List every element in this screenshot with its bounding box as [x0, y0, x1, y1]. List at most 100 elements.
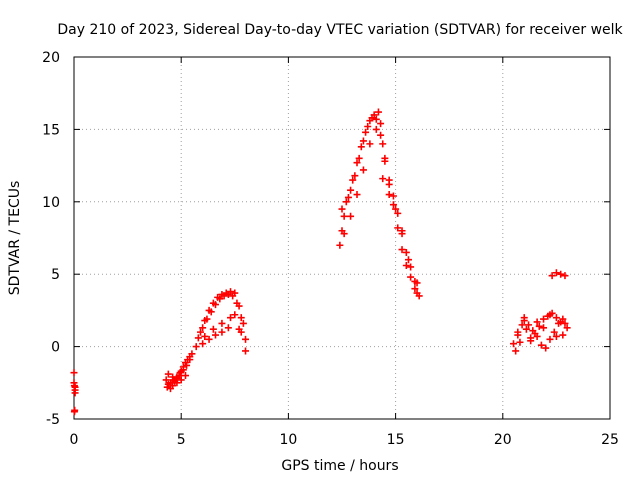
data-point [518, 321, 526, 329]
data-point [542, 344, 550, 352]
x-tick-label: 10 [279, 432, 297, 448]
data-point [224, 324, 232, 332]
data-point [194, 334, 202, 342]
data-point [364, 123, 372, 131]
data-point [212, 331, 220, 339]
y-tick-label: -5 [46, 412, 60, 428]
data-point [561, 272, 569, 280]
x-tick-label: 15 [387, 432, 405, 448]
x-tick-label: 25 [601, 432, 619, 448]
data-point [351, 172, 359, 180]
data-point [353, 191, 361, 199]
data-point [385, 191, 393, 199]
data-point [561, 319, 569, 327]
data-point [552, 269, 560, 277]
data-point [402, 262, 410, 270]
data-point [235, 325, 243, 333]
data-point [203, 315, 211, 323]
data-point [389, 192, 397, 200]
data-point [186, 356, 194, 364]
data-point [162, 376, 170, 384]
x-axis-label: GPS time / hours [281, 458, 398, 474]
grid-lines [74, 57, 610, 419]
data-point [169, 373, 177, 381]
x-tick-label: 0 [70, 432, 79, 448]
data-point [344, 193, 352, 201]
data-point [224, 290, 232, 298]
data-point [205, 335, 213, 343]
data-point [402, 248, 410, 256]
data-point [342, 198, 350, 206]
data-point [359, 166, 367, 174]
y-tick-label: 0 [51, 340, 60, 356]
data-point [516, 338, 524, 346]
data-point [522, 325, 530, 333]
data-point [347, 186, 355, 194]
y-tick-label: 10 [42, 195, 60, 211]
data-point [394, 224, 402, 232]
data-point [381, 154, 389, 162]
data-point [218, 319, 226, 327]
data-point [218, 328, 226, 336]
data-point [340, 230, 348, 238]
data-point [336, 241, 344, 249]
y-tick-label: 5 [51, 267, 60, 283]
data-point [355, 154, 363, 162]
data-point [192, 343, 200, 351]
data-point [377, 120, 385, 128]
data-point [199, 324, 207, 332]
data-point [357, 143, 365, 151]
data-point [366, 140, 374, 148]
data-point [349, 176, 357, 184]
data-point [559, 315, 567, 323]
data-point [537, 341, 545, 349]
data-point [546, 311, 554, 319]
data-point [533, 332, 541, 340]
data-point [181, 372, 189, 380]
data-point [242, 335, 250, 343]
data-point [552, 314, 560, 322]
data-point [229, 292, 237, 300]
data-point [398, 227, 406, 235]
data-point [216, 295, 224, 303]
data-points [70, 108, 571, 416]
chart-title: Day 210 of 2023, Sidereal Day-to-day VTE… [57, 22, 623, 38]
data-point [379, 140, 387, 148]
data-point [398, 246, 406, 254]
data-point [514, 328, 522, 336]
y-axis-label: SDTVAR / TECUs [7, 181, 23, 296]
data-point [70, 369, 78, 377]
data-point [372, 115, 380, 123]
data-point [340, 212, 348, 220]
data-point [527, 337, 535, 345]
data-point [212, 301, 220, 309]
data-point [520, 314, 528, 322]
data-point [207, 308, 215, 316]
data-point [70, 408, 78, 416]
data-point [379, 175, 387, 183]
data-point [548, 272, 556, 280]
y-tick-labels: -5 0 5 10 15 20 [42, 50, 60, 428]
data-point [188, 350, 196, 358]
axis-ticks [73, 56, 611, 420]
data-point [392, 205, 400, 213]
data-point [394, 209, 402, 217]
data-point [512, 347, 520, 355]
data-point [552, 332, 560, 340]
data-point [179, 366, 187, 374]
data-point [220, 292, 228, 300]
data-point [242, 347, 250, 355]
data-point [559, 331, 567, 339]
data-point [209, 325, 217, 333]
data-point [529, 327, 537, 335]
x-tick-labels: 0 5 10 15 20 25 [70, 432, 619, 448]
data-point [359, 137, 367, 145]
data-point [563, 324, 571, 332]
data-point [347, 212, 355, 220]
y-tick-label: 15 [42, 122, 60, 138]
data-point [196, 328, 204, 336]
data-point [374, 108, 382, 116]
data-point [557, 270, 565, 278]
data-point [372, 125, 380, 133]
